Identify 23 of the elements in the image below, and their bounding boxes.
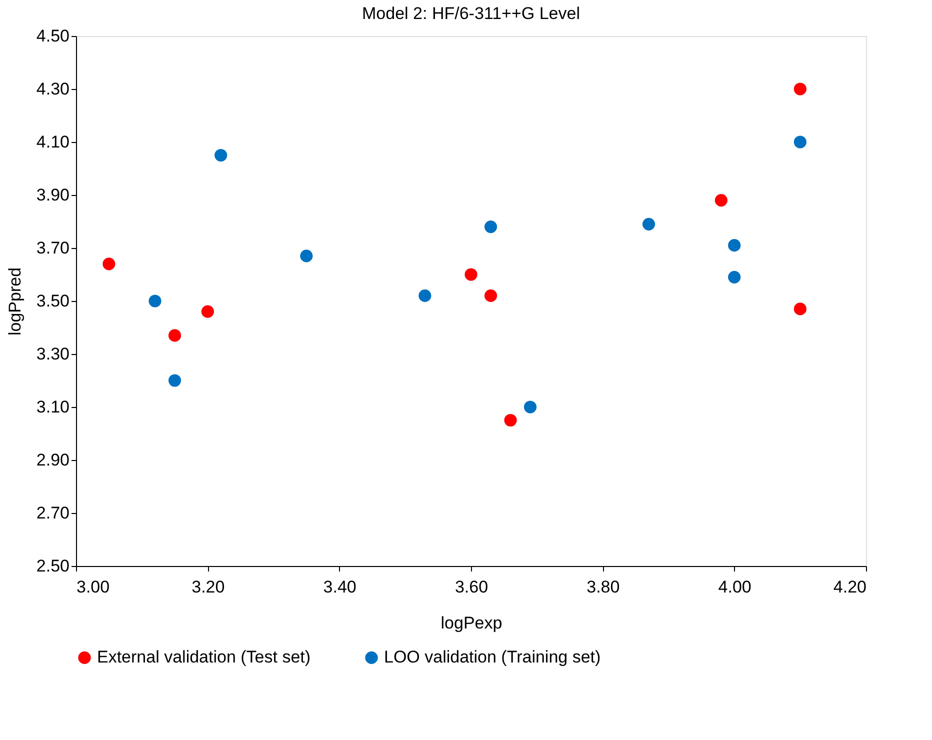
y-tick-label: 4.30	[36, 80, 70, 98]
y-tick-label: 3.90	[36, 186, 70, 204]
y-tick-label: 2.70	[36, 504, 70, 522]
x-tick-label: 4.20	[833, 578, 866, 596]
chart-title: Model 2: HF/6-311++G Level	[362, 4, 580, 23]
y-tick-label: 3.10	[36, 398, 70, 416]
x-tick-label: 3.40	[323, 578, 356, 596]
y-tick-label: 3.70	[36, 238, 70, 258]
x-tick-label: 3.00	[76, 578, 110, 596]
y-tick-label: 2.90	[36, 450, 70, 470]
y-tick-label: 3.50	[36, 292, 70, 310]
x-axis-title: logPexp	[440, 614, 502, 632]
x-tick-label: 3.80	[586, 578, 620, 596]
y-tick-label: 2.50	[36, 556, 70, 576]
x-tick-label: 4.00	[718, 578, 752, 596]
x-tick-label: 3.20	[192, 578, 225, 596]
legend-label: LOO validation (Training set)	[384, 648, 601, 667]
y-tick-label: 3.30	[36, 344, 70, 364]
y-tick-label: 4.10	[36, 132, 70, 152]
y-tick-label: 4.50	[36, 26, 70, 46]
x-tick-label: 3.60	[454, 578, 488, 596]
legend-label: External validation (Test set)	[97, 648, 311, 667]
y-axis-title: logPpred	[5, 267, 24, 336]
